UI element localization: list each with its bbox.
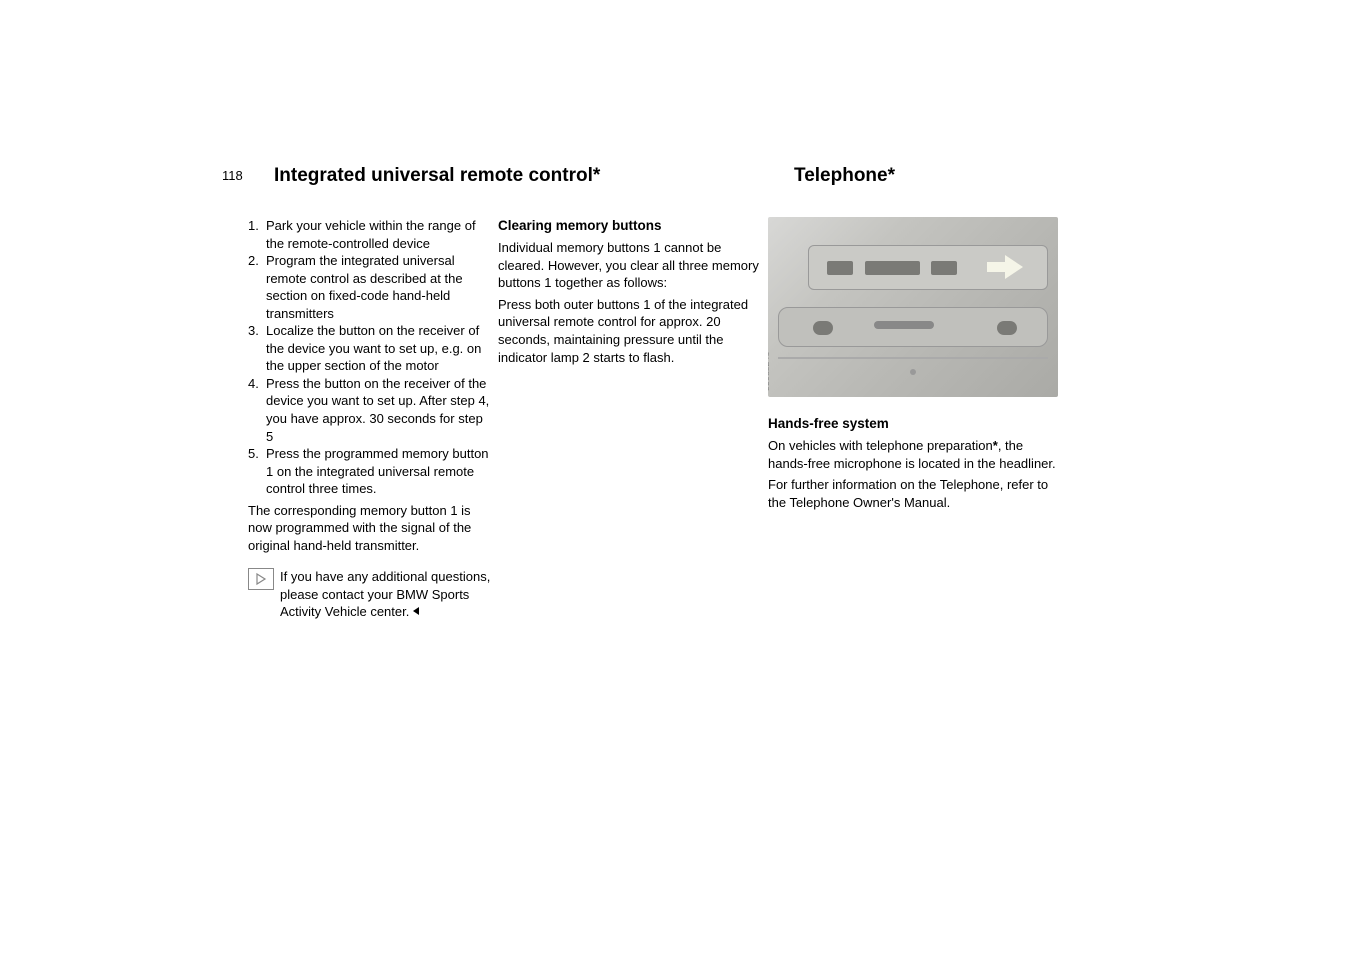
arrow-stem [987,262,1005,272]
list-item: 1. Park your vehicle within the range of… [248,217,492,252]
image-button [997,321,1017,335]
content-columns: 1. Park your vehicle within the range of… [222,217,1351,621]
list-number: 1. [248,217,266,252]
paragraph: Press both outer buttons 1 of the integr… [498,296,760,366]
list-number: 3. [248,322,266,375]
para-text: On vehicles with telephone preparation [768,438,993,453]
paragraph: The corresponding memory button 1 is now… [248,502,492,555]
list-text: Program the integrated universal remote … [266,252,492,322]
list-number: 4. [248,375,266,445]
list-item: 3. Localize the button on the receiver o… [248,322,492,375]
section-heading: Hands-free system [768,415,1060,433]
list-number: 2. [248,252,266,322]
note-triangle-icon [248,568,274,590]
image-button [865,261,920,275]
arrow-icon [1005,255,1023,279]
note-box: If you have any additional questions, pl… [248,568,492,621]
page-number: 118 [222,168,243,183]
column-2: Clearing memory buttons Individual memor… [492,217,760,621]
list-text: Press the programmed memory button 1 on … [266,445,492,498]
end-marker-icon [411,603,421,621]
paragraph: On vehicles with telephone preparation*,… [768,437,1060,472]
list-item: 2. Program the integrated universal remo… [248,252,492,322]
title-right: Telephone* [794,165,895,187]
list-text: Localize the button on the receiver of t… [266,322,492,375]
list-item: 4. Press the button on the receiver of t… [248,375,492,445]
paragraph: For further information on the Telephone… [768,476,1060,511]
image-button [827,261,853,275]
image-button [813,321,833,335]
section-heading: Clearing memory buttons [498,217,760,235]
headers-row: Integrated universal remote control* Tel… [222,165,1351,217]
list-item: 5. Press the programmed memory button 1 … [248,445,492,498]
header-left: Integrated universal remote control* [222,165,768,217]
list-text: Park your vehicle within the range of th… [266,217,492,252]
column-1: 1. Park your vehicle within the range of… [222,217,492,621]
paragraph: Individual memory buttons 1 cannot be cl… [498,239,760,292]
image-button [874,321,934,329]
list-number: 5. [248,445,266,498]
note-content: If you have any additional questions, pl… [280,569,490,619]
image-line [778,357,1048,359]
header-right: Telephone* [768,165,895,217]
image-dot [910,369,916,375]
column-3: 530us248 Hands-free system On vehicles w… [760,217,1060,621]
list-text: Press the button on the receiver of the … [266,375,492,445]
title-left: Integrated universal remote control* [274,165,600,187]
image-code-label: 530us248 [768,351,772,391]
note-text: If you have any additional questions, pl… [280,568,492,621]
image-panel-bottom [778,307,1048,347]
image-button [931,261,957,275]
headliner-image: 530us248 [768,217,1058,397]
